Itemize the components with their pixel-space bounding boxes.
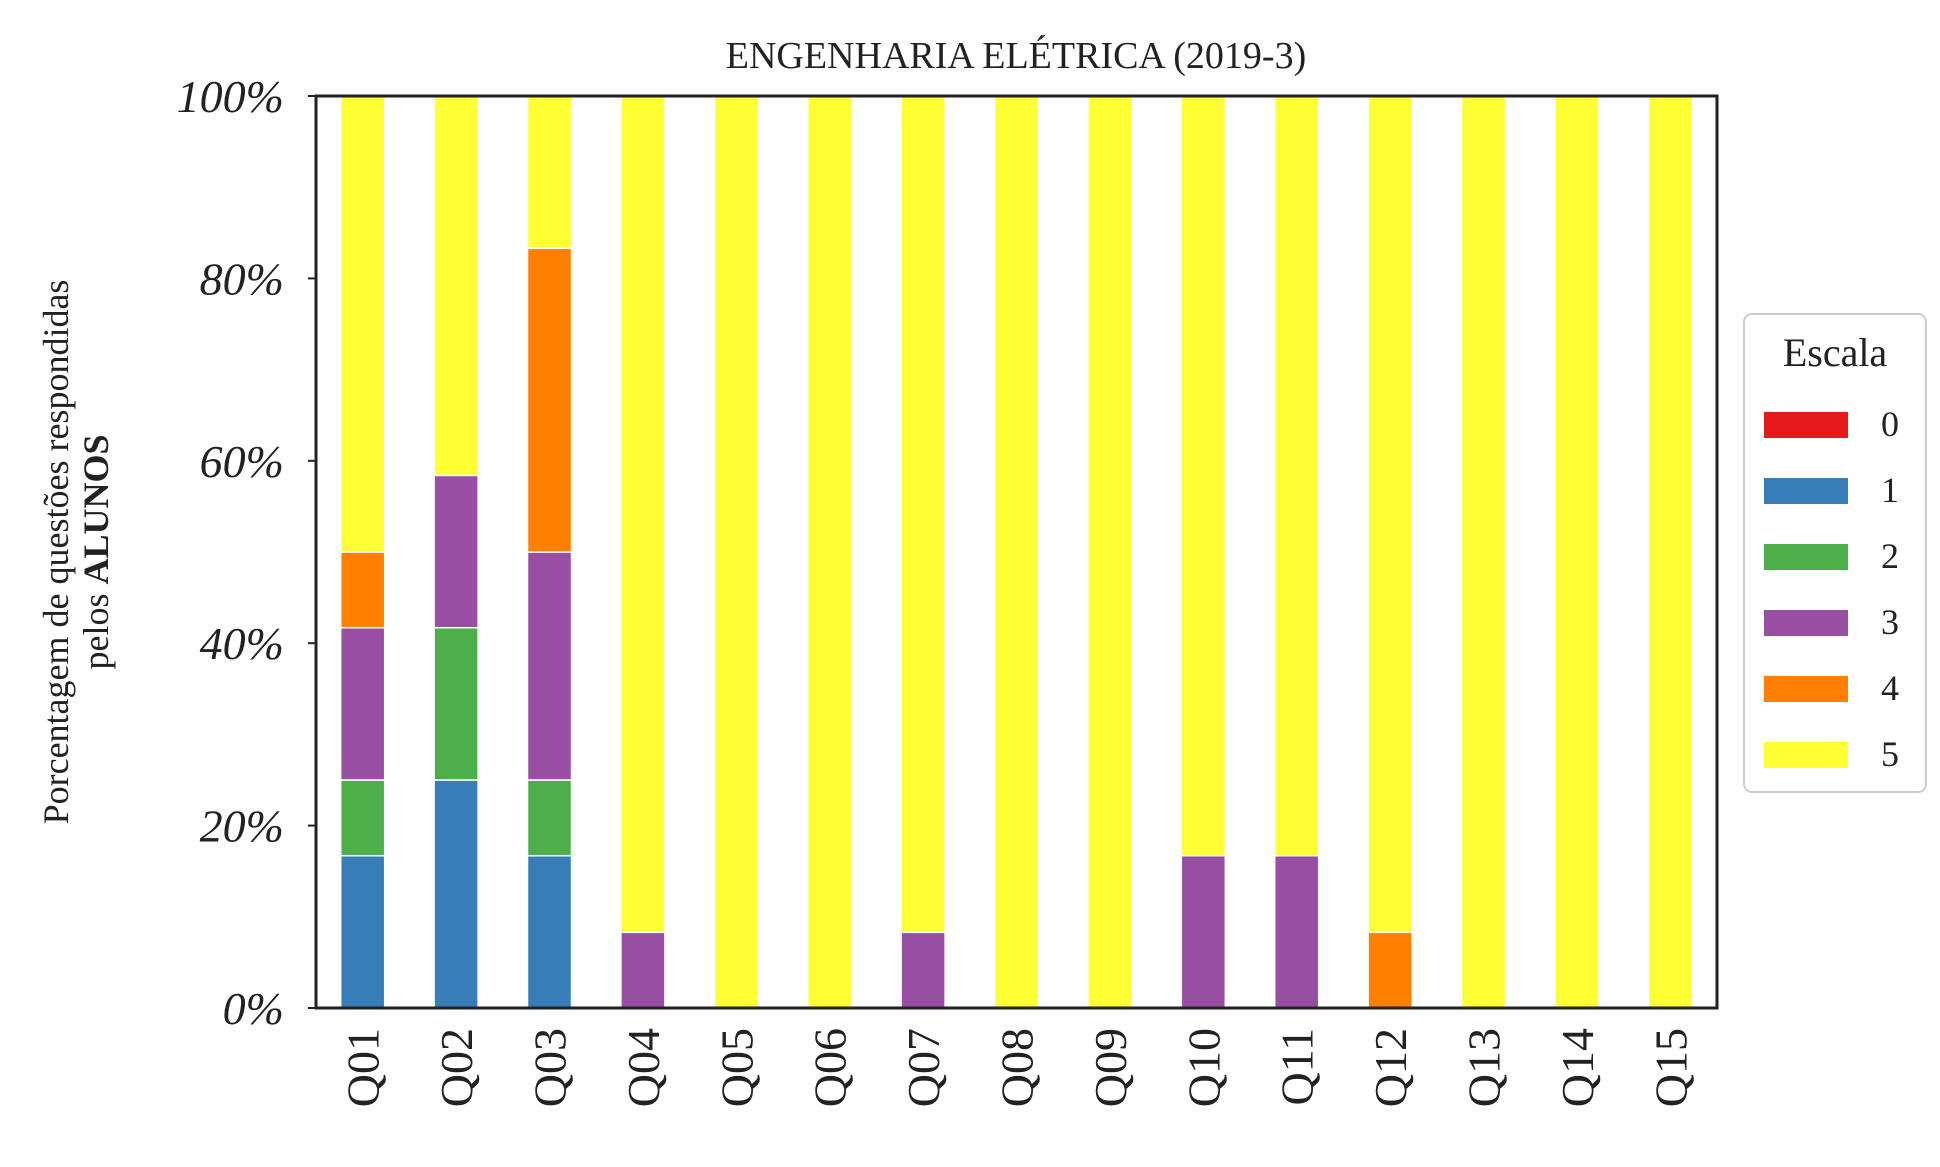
y-axis-label-bold: ALUNOS bbox=[76, 434, 116, 584]
bar-q04-scale-5 bbox=[620, 95, 666, 934]
x-tick-label: Q06 bbox=[805, 1028, 856, 1107]
x-tick-label: Q04 bbox=[618, 1028, 669, 1107]
bar-q07-scale-5 bbox=[900, 95, 946, 934]
y-axis-label-prefix: pelos bbox=[76, 585, 116, 670]
x-tick-label: Q10 bbox=[1178, 1028, 1229, 1107]
x-axis: Q01 Q02 Q03 Q04 Q05 Q06 Q07 Q08 Q09 Q10 Q11 Q12 Q13 Q… bbox=[338, 1028, 1697, 1107]
legend-swatch-1 bbox=[1764, 478, 1848, 504]
bar-q02-scale-5 bbox=[433, 94, 479, 477]
x-tick-label: Q13 bbox=[1459, 1028, 1510, 1107]
bar-q03-scale-5 bbox=[526, 95, 573, 250]
bar-q03-scale-2 bbox=[526, 779, 573, 857]
bar-q01-scale-1 bbox=[339, 854, 386, 1009]
legend-swatch-5 bbox=[1764, 742, 1848, 768]
x-tick-label: Q07 bbox=[898, 1028, 949, 1107]
y-tick-label: 80% bbox=[200, 253, 284, 304]
x-tick-label: Q05 bbox=[711, 1028, 762, 1107]
bar-q02-scale-3 bbox=[433, 474, 479, 629]
bar-q13-scale-5 bbox=[1460, 95, 1507, 1009]
bar-q12-scale-5 bbox=[1367, 95, 1413, 934]
legend-swatch-2 bbox=[1764, 544, 1848, 570]
legend: Escala 0 1 2 3 4 5 bbox=[1743, 313, 1927, 793]
bar-q01-scale-5 bbox=[339, 95, 386, 553]
bar-q03-scale-4 bbox=[526, 247, 573, 553]
bar-q01-scale-2 bbox=[339, 779, 386, 857]
bar-q15-scale-5 bbox=[1647, 95, 1694, 1009]
bar-q01-scale-4 bbox=[339, 551, 386, 629]
legend-swatch-3 bbox=[1764, 610, 1848, 636]
legend-label-0: 0 bbox=[1881, 404, 1899, 444]
legend-label-4: 4 bbox=[1881, 668, 1899, 708]
x-tick-label: Q09 bbox=[1085, 1028, 1136, 1107]
y-axis-label-line2: pelos ALUNOS bbox=[76, 434, 116, 669]
bar-q05-scale-5 bbox=[713, 95, 760, 1009]
legend-label-1: 1 bbox=[1881, 470, 1899, 510]
bar-q03-scale-1 bbox=[526, 854, 573, 1009]
bar-q09-scale-5 bbox=[1087, 95, 1133, 1009]
x-tick-label: Q15 bbox=[1645, 1028, 1696, 1107]
bar-q02-scale-2 bbox=[433, 626, 479, 781]
bar-q04-scale-3 bbox=[620, 931, 666, 1009]
bar-q07-scale-3 bbox=[900, 931, 946, 1009]
bar-q06-scale-5 bbox=[806, 95, 853, 1009]
bar-q08-scale-5 bbox=[993, 95, 1040, 1009]
plot-area bbox=[339, 94, 1694, 1009]
x-tick-label: Q12 bbox=[1365, 1028, 1416, 1107]
bar-q11-scale-5 bbox=[1273, 95, 1320, 857]
bar-q14-scale-5 bbox=[1554, 95, 1600, 1009]
y-tick-label: 0% bbox=[223, 983, 284, 1034]
x-tick-label: Q14 bbox=[1552, 1028, 1603, 1107]
x-tick-label: Q01 bbox=[338, 1028, 389, 1107]
legend-swatch-0 bbox=[1764, 412, 1848, 438]
x-tick-label: Q08 bbox=[992, 1028, 1043, 1107]
y-tick-label: 20% bbox=[200, 801, 284, 852]
legend-swatch-4 bbox=[1764, 676, 1848, 702]
bar-q12-scale-4 bbox=[1367, 931, 1413, 1009]
bar-q02-scale-1 bbox=[433, 779, 479, 1009]
legend-label-2: 2 bbox=[1881, 536, 1899, 576]
x-tick-label: Q03 bbox=[525, 1028, 576, 1107]
y-tick-label: 40% bbox=[200, 618, 284, 669]
y-axis-label: Porcentagem de questões respondidas pelo… bbox=[36, 280, 116, 825]
plot-frame bbox=[314, 94, 1719, 1010]
x-tick-label: Q02 bbox=[431, 1028, 482, 1107]
bar-q11-scale-3 bbox=[1273, 854, 1320, 1009]
bar-q01-scale-3 bbox=[339, 626, 386, 781]
chart-title: ENGENHARIA ELÉTRICA (2019-3) bbox=[726, 35, 1306, 77]
y-axis-label-line1: Porcentagem de questões respondidas bbox=[36, 280, 76, 825]
y-tick-label: 100% bbox=[177, 71, 284, 122]
y-axis: 0% 20% 40% 60% 80% 100% bbox=[177, 71, 316, 1034]
legend-label-3: 3 bbox=[1881, 602, 1899, 642]
bar-q10-scale-5 bbox=[1180, 95, 1227, 857]
x-tick-label: Q11 bbox=[1272, 1028, 1323, 1106]
bar-q03-scale-3 bbox=[526, 551, 573, 781]
y-tick-label: 60% bbox=[200, 436, 284, 487]
legend-items: 0 1 2 3 4 5 bbox=[1764, 404, 1899, 774]
bar-q10-scale-3 bbox=[1180, 854, 1227, 1009]
legend-label-5: 5 bbox=[1881, 734, 1899, 774]
legend-title: Escala bbox=[1783, 330, 1888, 375]
